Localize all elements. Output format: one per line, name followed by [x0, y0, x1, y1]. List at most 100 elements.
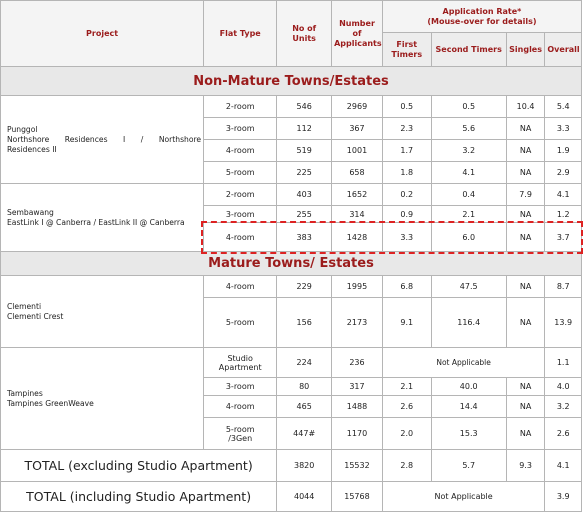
rate-overall[interactable]: 2.6 [544, 417, 582, 450]
units: 225 [276, 161, 333, 184]
header-project: Project [0, 0, 205, 67]
flat-type: 4-room [203, 395, 278, 418]
project-town: Tampines [7, 388, 43, 398]
applicants: 1995 [331, 275, 383, 298]
table-row: 3-room 80 317 2.1 40.0 NA 4.0 [1, 377, 582, 396]
table-row: 4-room 465 1488 2.6 14.4 NA 3.2 [1, 395, 582, 418]
rate-overall: 4.1 [544, 449, 582, 482]
header-application-rate[interactable]: Application Rate* (Mouse-over for detail… [381, 0, 583, 33]
project-clementi[interactable]: Clementi Clementi Crest [0, 275, 205, 348]
rate-overall: 3.9 [544, 481, 582, 512]
flat-type: 5-room [203, 297, 278, 348]
flat-type: 2-room [203, 95, 278, 118]
rate-second[interactable]: 15.3 [430, 417, 507, 450]
total-label: TOTAL (excluding Studio Apartment) [0, 449, 278, 482]
rate-overall[interactable]: 8.7 [544, 275, 582, 298]
flat-type-5room-3gen: 5-room /3Gen [203, 417, 278, 450]
rate-overall[interactable]: 13.9 [544, 297, 582, 348]
rate-second[interactable]: 14.4 [430, 395, 507, 418]
applicants: 1170 [331, 417, 383, 450]
table-row: 5-room 156 2173 9.1 116.4 NA 13.9 [1, 297, 582, 348]
project-tampines[interactable]: Tampines Tampines GreenWeave [0, 347, 205, 450]
table-row: 5-room 225 658 1.8 4.1 NA 2.9 [1, 161, 582, 184]
applicants: 236 [331, 347, 383, 378]
table-row: 3-room 112 367 2.3 5.6 NA 3.3 [1, 117, 582, 140]
header-flat-type: Flat Type [203, 0, 278, 67]
rate-second[interactable]: 4.1 [430, 161, 507, 184]
rate-singles[interactable]: NA [505, 377, 546, 396]
rate-second[interactable]: 40.0 [430, 377, 507, 396]
rate-first[interactable]: 1.7 [381, 139, 432, 162]
flat-type: 4-room [203, 139, 278, 162]
units: 519 [276, 139, 333, 162]
rate-second[interactable]: 116.4 [430, 297, 507, 348]
rate-singles[interactable]: NA [505, 297, 546, 348]
project-town: Clementi [7, 301, 42, 311]
rate-overall[interactable]: 3.7 [544, 222, 582, 252]
rate-first[interactable]: 3.3 [381, 222, 432, 252]
rate-singles[interactable]: NA [505, 417, 546, 450]
applicants: 1652 [331, 183, 383, 206]
rate-first[interactable]: 6.8 [381, 275, 432, 298]
rate-overall[interactable]: 1.9 [544, 139, 582, 162]
rate-singles[interactable]: NA [505, 222, 546, 252]
flat-type-studio: Studio Apartment [203, 347, 278, 378]
units: 383 [276, 222, 333, 252]
units: 80 [276, 377, 333, 396]
flat-type: 3-room [203, 377, 278, 396]
applicants: 658 [331, 161, 383, 184]
header-mouse-over-hint: (Mouse-over for details) [427, 16, 537, 26]
rate-overall[interactable]: 4.1 [544, 183, 582, 206]
units: 156 [276, 297, 333, 348]
project-punggol[interactable]: Punggol Northshore Residences I / Norths… [0, 95, 205, 184]
rate-singles[interactable]: NA [505, 275, 546, 298]
rate-singles[interactable]: NA [505, 161, 546, 184]
rate-second[interactable]: 0.5 [430, 95, 507, 118]
rate-overall[interactable]: 3.3 [544, 117, 582, 140]
table-row: Punggol Northshore Residences I / Norths… [0, 95, 582, 184]
rate-overall[interactable]: 4.0 [544, 377, 582, 396]
units: 465 [276, 395, 333, 418]
project-name-line: Northshore Residences I / Northshore [7, 134, 202, 144]
rate-second[interactable]: 2.1 [430, 205, 507, 223]
units: 546 [276, 95, 333, 118]
rate-first[interactable]: 2.3 [381, 117, 432, 140]
project-name-line: EastLink I @ Canberra / EastLink II @ Ca… [7, 217, 185, 227]
rate-overall[interactable]: 3.2 [544, 395, 582, 418]
header-no-of-units: No of Units [276, 0, 333, 67]
rate-first[interactable]: 2.0 [381, 417, 432, 450]
applicants: 2969 [331, 95, 383, 118]
rate-overall[interactable]: 1.2 [544, 205, 582, 223]
applicants: 1001 [331, 139, 383, 162]
rate-first[interactable]: 0.5 [381, 95, 432, 118]
flat-type: 4-room [203, 275, 278, 298]
rate-singles[interactable]: NA [505, 117, 546, 140]
table-row: Sembawang EastLink I @ Canberra / EastLi… [0, 183, 582, 252]
rate-second[interactable]: 47.5 [430, 275, 507, 298]
project-town: Sembawang [7, 207, 54, 217]
rate-first[interactable]: 2.1 [381, 377, 432, 396]
project-sembawang[interactable]: Sembawang EastLink I @ Canberra / EastLi… [0, 183, 205, 252]
rate-second[interactable]: 0.4 [430, 183, 507, 206]
rate-singles[interactable]: 7.9 [505, 183, 546, 206]
rate-first[interactable]: 2.6 [381, 395, 432, 418]
rate-overall[interactable]: 5.4 [544, 95, 582, 118]
rate-singles[interactable]: NA [505, 205, 546, 223]
rate-overall[interactable]: 1.1 [544, 347, 582, 378]
rate-first[interactable]: 0.2 [381, 183, 432, 206]
header-number-of-applicants: Number of Applicants [331, 0, 383, 67]
applicants: 314 [331, 205, 383, 223]
rate-not-applicable: Not Applicable [381, 481, 546, 512]
rate-second[interactable]: 5.6 [430, 117, 507, 140]
rate-second[interactable]: 6.0 [430, 222, 507, 252]
rate-first[interactable]: 1.8 [381, 161, 432, 184]
rate-first[interactable]: 9.1 [381, 297, 432, 348]
rate-first[interactable]: 0.9 [381, 205, 432, 223]
rate-second[interactable]: 3.2 [430, 139, 507, 162]
rate-singles[interactable]: 10.4 [505, 95, 546, 118]
rate-singles[interactable]: NA [505, 139, 546, 162]
rate-overall[interactable]: 2.9 [544, 161, 582, 184]
rate-singles[interactable]: NA [505, 395, 546, 418]
